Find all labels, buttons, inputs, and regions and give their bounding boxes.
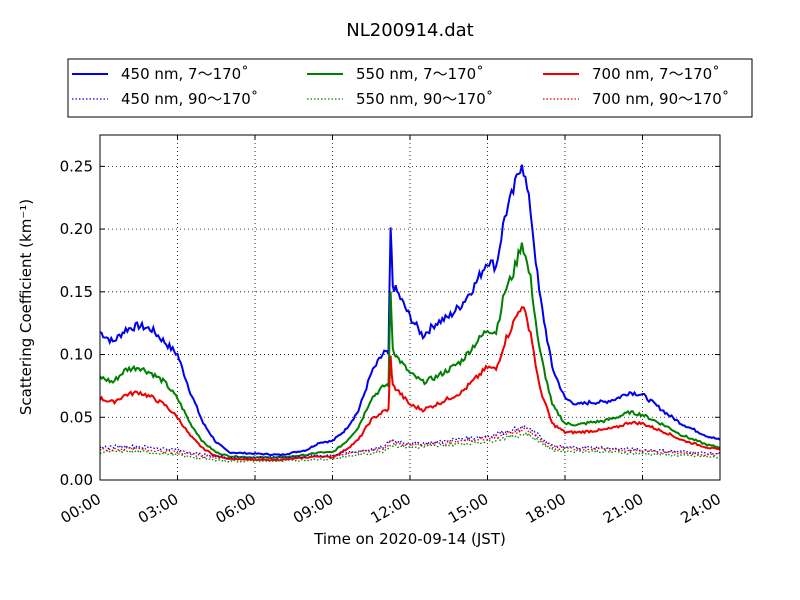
- series-line-6: [100, 426, 720, 461]
- series-line-1: [100, 164, 720, 457]
- legend-label: 550 nm, 90～170˚: [356, 90, 493, 108]
- legend-label: 700 nm, 7～170˚: [592, 65, 720, 83]
- y-tick-label: 0.10: [60, 346, 93, 364]
- x-axis-label: Time on 2020-09-14 (JST): [313, 530, 506, 548]
- y-axis-label: Scattering Coefficient (km⁻¹): [17, 199, 35, 415]
- y-tick-label: 0.00: [60, 471, 93, 489]
- legend-label: 700 nm, 90～170˚: [592, 90, 729, 108]
- legend-label: 450 nm, 90～170˚: [121, 90, 258, 108]
- x-tick-label: 24:00: [678, 490, 724, 527]
- series-line-5: [100, 431, 720, 463]
- x-tick-label: 00:00: [58, 490, 104, 527]
- y-tick-label: 0.15: [60, 283, 93, 301]
- y-tick-label: 0.05: [60, 408, 93, 426]
- x-axis: 00:00 03:00 06:00 09:00 12:00 15:00 18:00 21:00…: [58, 135, 724, 527]
- x-tick-label: 21:00: [600, 490, 646, 527]
- y-tick-label: 0.20: [60, 220, 93, 238]
- legend-box: [67, 58, 753, 118]
- y-tick-label: 0.25: [60, 157, 93, 175]
- series-line-3: [100, 306, 720, 462]
- chart-title: NL200914.dat: [346, 20, 473, 41]
- x-tick-label: 12:00: [368, 490, 414, 527]
- series-line-2: [100, 242, 720, 460]
- x-tick-label: 06:00: [213, 490, 259, 527]
- legend-label: 550 nm, 7～170˚: [356, 65, 484, 83]
- legend-label: 450 nm, 7～170˚: [121, 65, 249, 83]
- x-tick-label: 15:00: [445, 490, 491, 527]
- legend: 450 nm, 7～170˚ 550 nm, 7～170˚ 700 nm, 7～17…: [67, 58, 753, 118]
- x-tick-label: 03:00: [135, 490, 181, 527]
- y-axis: 0.00 0.05 0.10 0.15 0.20 0.25: [60, 157, 720, 489]
- x-tick-label: 09:00: [290, 490, 336, 527]
- series-line-4: [100, 424, 720, 459]
- series-layer: [100, 164, 720, 463]
- x-tick-label: 18:00: [523, 490, 569, 527]
